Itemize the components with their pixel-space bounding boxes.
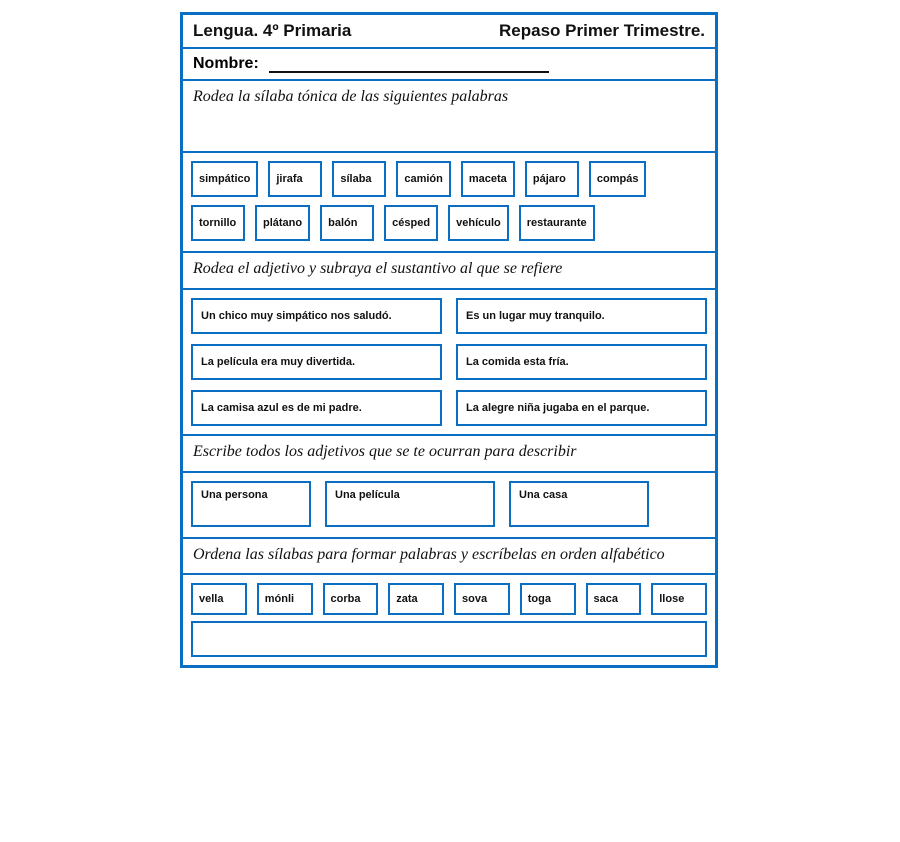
word-box[interactable]: restaurante	[519, 205, 595, 241]
name-label: Nombre:	[193, 55, 259, 72]
describe-box[interactable]: Una persona	[191, 481, 311, 527]
describe-box[interactable]: Una película	[325, 481, 495, 527]
word-box[interactable]: plátano	[255, 205, 310, 241]
syllable-box[interactable]: toga	[520, 583, 576, 615]
sentence-box[interactable]: La comida esta fría.	[456, 344, 707, 380]
word-box[interactable]: maceta	[461, 161, 515, 197]
header-row: Lengua. 4º Primaria Repaso Primer Trimes…	[183, 15, 715, 49]
ex1-words-container: simpático jirafa sílaba camión maceta pá…	[183, 153, 715, 251]
word-box[interactable]: camión	[396, 161, 451, 197]
subject-title: Lengua. 4º Primaria	[193, 21, 351, 41]
sentence-box[interactable]: La película era muy divertida.	[191, 344, 442, 380]
term-title: Repaso Primer Trimestre.	[499, 21, 705, 41]
ex1-instruction: Rodea la sílaba tónica de las siguientes…	[183, 81, 715, 153]
sentence-box[interactable]: Un chico muy simpático nos saludó.	[191, 298, 442, 334]
word-box[interactable]: jirafa	[268, 161, 322, 197]
ex1-words-row2: tornillo plátano balón césped vehículo r…	[183, 201, 715, 251]
syllable-box[interactable]: sova	[454, 583, 510, 615]
ex4-instruction: Ordena las sílabas para formar palabras …	[183, 539, 715, 576]
ex3-items-container: Una persona Una película Una casa	[183, 473, 715, 539]
word-box[interactable]: compás	[589, 161, 647, 197]
syllable-box[interactable]: llose	[651, 583, 707, 615]
ex3-items-row: Una persona Una película Una casa	[183, 473, 715, 537]
ex4-answer-box[interactable]	[191, 621, 707, 657]
sentence-box[interactable]: La camisa azul es de mi padre.	[191, 390, 442, 426]
ex1-words-row1: simpático jirafa sílaba camión maceta pá…	[183, 153, 715, 201]
word-box[interactable]: vehículo	[448, 205, 509, 241]
describe-box[interactable]: Una casa	[509, 481, 649, 527]
word-box[interactable]: balón	[320, 205, 374, 241]
sentence-box[interactable]: La alegre niña jugaba en el parque.	[456, 390, 707, 426]
word-box[interactable]: tornillo	[191, 205, 245, 241]
ex2-sentences-grid: Un chico muy simpático nos saludó. Es un…	[183, 290, 715, 434]
syllable-box[interactable]: corba	[323, 583, 379, 615]
ex3-instruction: Escribe todos los adjetivos que se te oc…	[183, 436, 715, 473]
syllable-box[interactable]: zata	[388, 583, 444, 615]
syllable-box[interactable]: vella	[191, 583, 247, 615]
ex2-sentences-container: Un chico muy simpático nos saludó. Es un…	[183, 290, 715, 436]
name-row: Nombre:	[183, 49, 715, 81]
ex4-syllables-row: vella mónli corba zata sova toga saca ll…	[183, 575, 715, 621]
word-box[interactable]: pájaro	[525, 161, 579, 197]
name-blank-line[interactable]	[269, 59, 549, 73]
ex2-instruction: Rodea el adjetivo y subraya el sustantiv…	[183, 253, 715, 290]
syllable-box[interactable]: saca	[586, 583, 642, 615]
word-box[interactable]: simpático	[191, 161, 258, 197]
ex4-container: vella mónli corba zata sova toga saca ll…	[183, 575, 715, 657]
worksheet-page: Lengua. 4º Primaria Repaso Primer Trimes…	[180, 12, 718, 668]
word-box[interactable]: césped	[384, 205, 438, 241]
word-box[interactable]: sílaba	[332, 161, 386, 197]
sentence-box[interactable]: Es un lugar muy tranquilo.	[456, 298, 707, 334]
syllable-box[interactable]: mónli	[257, 583, 313, 615]
